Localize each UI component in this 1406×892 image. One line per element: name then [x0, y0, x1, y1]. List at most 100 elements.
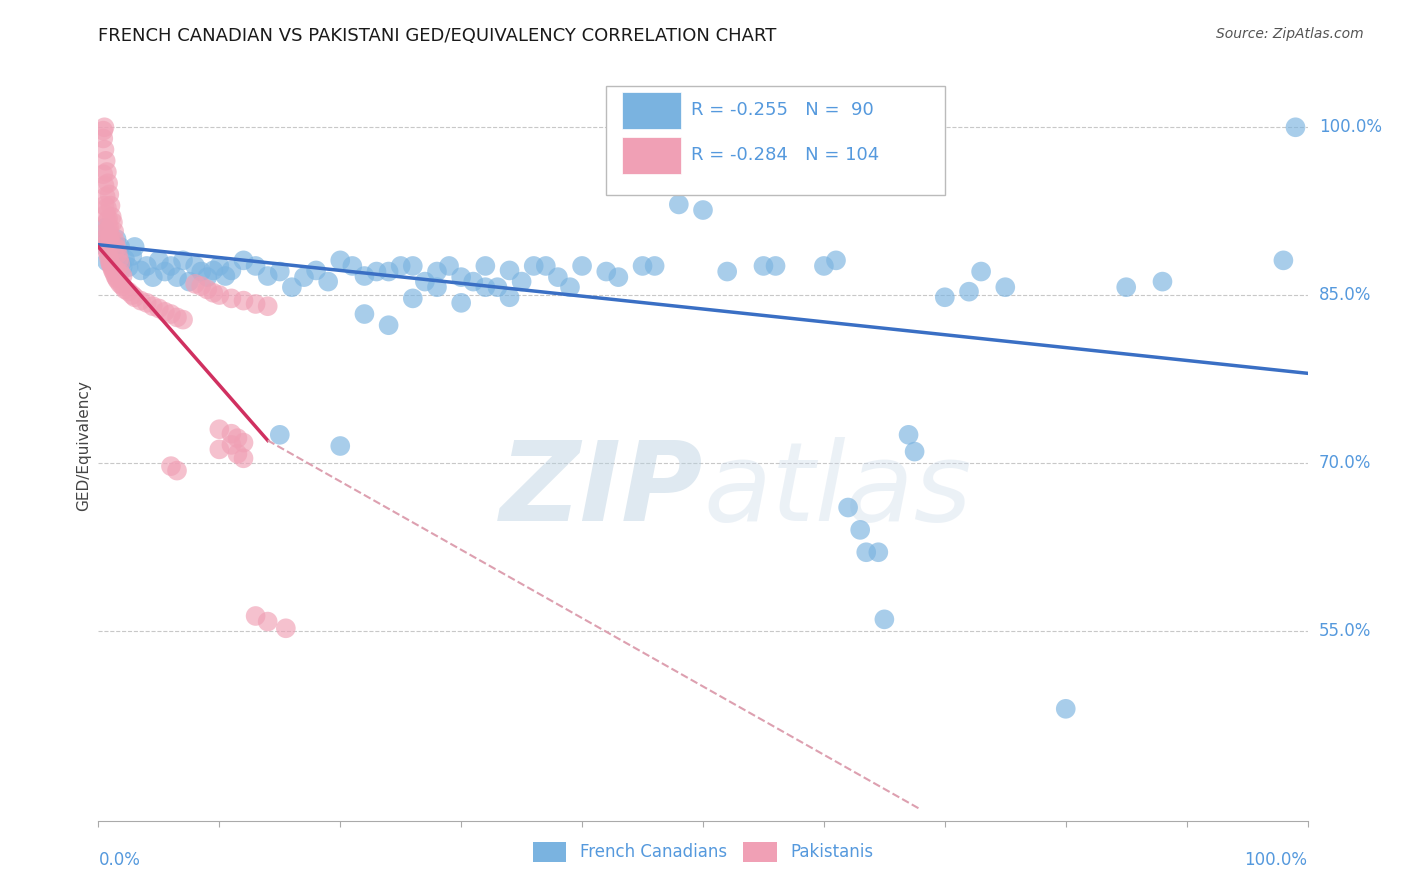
Point — [897, 427, 920, 442]
Point — [148, 253, 170, 268]
Text: 0.0%: 0.0% — [98, 851, 141, 869]
Point — [172, 253, 194, 268]
Point — [100, 210, 122, 224]
FancyBboxPatch shape — [621, 137, 682, 174]
Point — [108, 252, 131, 267]
Point — [108, 257, 131, 271]
Point — [105, 232, 128, 246]
Point — [190, 264, 212, 278]
Point — [172, 312, 194, 326]
Point — [269, 427, 291, 442]
Point — [91, 237, 114, 252]
Point — [413, 275, 436, 289]
Point — [98, 230, 121, 244]
Text: FRENCH CANADIAN VS PAKISTANI GED/EQUIVALENCY CORRELATION CHART: FRENCH CANADIAN VS PAKISTANI GED/EQUIVAL… — [98, 27, 776, 45]
Point — [97, 223, 120, 237]
Point — [716, 264, 738, 278]
Point — [98, 237, 121, 252]
Point — [94, 189, 117, 203]
Point — [190, 279, 212, 293]
Point — [221, 438, 243, 452]
Point — [523, 259, 546, 273]
Point — [571, 259, 593, 273]
Point — [105, 241, 128, 255]
Point — [108, 277, 131, 291]
Point — [232, 435, 254, 450]
Point — [100, 228, 122, 243]
Point — [232, 293, 254, 308]
Point — [93, 143, 115, 157]
Point — [100, 257, 122, 271]
Point — [101, 263, 124, 277]
Text: ZIP: ZIP — [499, 437, 703, 544]
Point — [868, 545, 890, 559]
Point — [93, 232, 115, 246]
Point — [103, 266, 125, 280]
Point — [855, 545, 877, 559]
Point — [1152, 275, 1174, 289]
Point — [184, 277, 207, 291]
Point — [97, 211, 120, 226]
Point — [644, 259, 666, 273]
Point — [813, 259, 835, 273]
Point — [179, 275, 201, 289]
Point — [437, 259, 460, 273]
Point — [353, 307, 375, 321]
Point — [221, 426, 243, 441]
Point — [292, 270, 315, 285]
Point — [97, 176, 120, 190]
Point — [377, 318, 399, 333]
Point — [195, 282, 218, 296]
Point — [474, 280, 496, 294]
Point — [166, 270, 188, 285]
Point — [96, 244, 118, 258]
Point — [329, 439, 352, 453]
Point — [353, 268, 375, 283]
Point — [98, 252, 121, 267]
Point — [93, 120, 115, 135]
FancyBboxPatch shape — [621, 93, 682, 129]
Point — [256, 615, 278, 629]
Point — [558, 280, 581, 294]
Text: 70.0%: 70.0% — [1319, 454, 1371, 472]
Point — [256, 299, 278, 313]
Point — [202, 263, 225, 277]
Point — [101, 215, 124, 229]
Point — [486, 280, 509, 294]
Point — [377, 264, 399, 278]
Point — [402, 259, 425, 273]
Point — [305, 263, 328, 277]
Point — [93, 221, 115, 235]
Point — [98, 187, 121, 202]
Point — [498, 290, 520, 304]
Point — [245, 297, 267, 311]
Point — [142, 299, 165, 313]
Point — [135, 296, 157, 310]
Point — [1284, 120, 1306, 135]
Point — [94, 207, 117, 221]
Point — [129, 293, 152, 308]
Point — [98, 221, 121, 235]
Point — [1115, 280, 1137, 294]
Point — [631, 259, 654, 273]
Point — [281, 280, 304, 294]
Point — [101, 249, 124, 263]
Point — [849, 523, 872, 537]
Point — [103, 224, 125, 238]
Text: 85.0%: 85.0% — [1319, 286, 1371, 304]
Point — [269, 264, 291, 278]
Point — [668, 197, 690, 211]
Point — [607, 270, 630, 285]
Point — [274, 621, 297, 635]
Point — [111, 260, 134, 274]
Point — [96, 201, 118, 215]
Point — [94, 237, 117, 252]
Point — [329, 253, 352, 268]
Point — [837, 500, 859, 515]
Point — [91, 123, 114, 137]
Text: atlas: atlas — [703, 437, 972, 544]
Point — [245, 259, 267, 273]
Point — [195, 270, 218, 285]
Text: 100.0%: 100.0% — [1244, 851, 1308, 869]
Point — [184, 259, 207, 273]
